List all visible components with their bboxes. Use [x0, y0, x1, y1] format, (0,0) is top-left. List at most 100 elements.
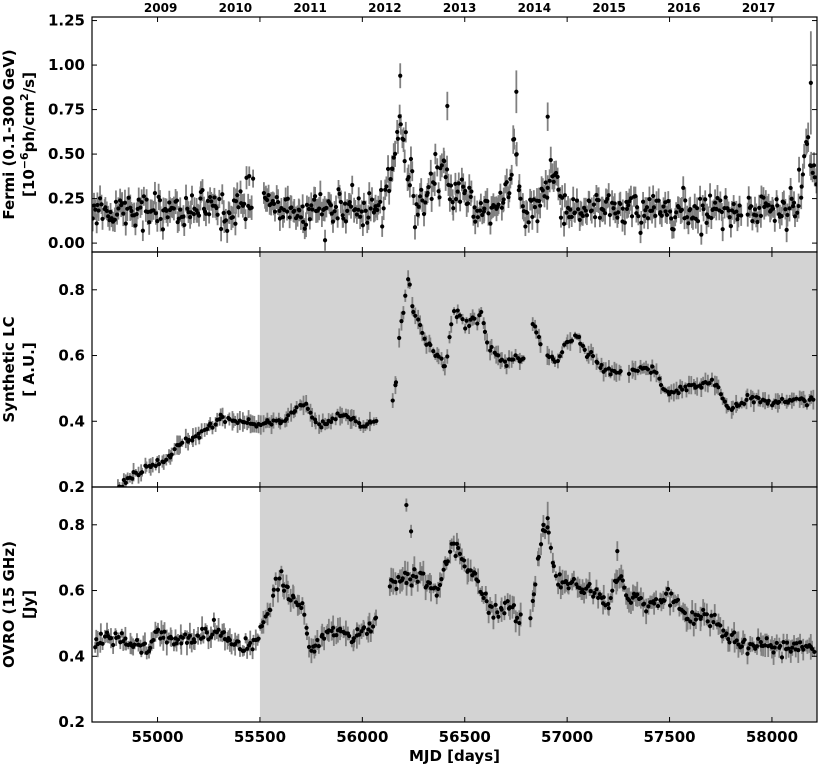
data-point-synthetic	[133, 470, 138, 475]
data-point-fermi	[583, 208, 588, 213]
data-point-fermi	[640, 199, 646, 204]
data-point-ovro	[655, 603, 661, 609]
data-point-fermi	[602, 211, 608, 216]
data-point-synthetic	[475, 321, 480, 326]
data-point-synthetic	[482, 329, 488, 335]
year-label: 2012	[368, 1, 401, 15]
year-label: 2011	[293, 1, 326, 15]
data-point-fermi	[178, 207, 183, 212]
data-point-synthetic	[538, 342, 543, 347]
data-point-ovro	[669, 591, 674, 596]
data-point-ovro	[357, 632, 362, 637]
data-point-synthetic	[222, 419, 228, 425]
y-tick-label-fermi: 0.50	[48, 145, 85, 163]
data-point-fermi	[136, 197, 141, 202]
data-point-ovro	[104, 630, 110, 635]
data-point-fermi	[381, 206, 386, 211]
data-point-synthetic	[477, 313, 482, 318]
data-point-fermi	[160, 227, 166, 232]
data-point-fermi	[453, 181, 458, 186]
data-point-synthetic	[532, 324, 538, 329]
data-point-fermi	[171, 206, 176, 211]
data-point-synthetic	[411, 309, 416, 315]
data-point-fermi	[709, 215, 714, 221]
data-point-fermi	[591, 202, 597, 207]
data-point-ovro	[102, 634, 108, 639]
data-point-ovro	[778, 643, 783, 649]
data-point-fermi	[532, 205, 538, 210]
data-point-fermi	[114, 212, 120, 217]
data-point-ovro	[515, 615, 520, 620]
data-point-ovro	[772, 645, 777, 650]
data-point-ovro	[581, 590, 587, 596]
data-point-ovro	[665, 586, 671, 592]
data-point-fermi	[745, 212, 750, 217]
data-point-ovro	[454, 541, 460, 546]
data-point-ovro	[545, 516, 550, 521]
data-point-ovro	[644, 609, 649, 614]
data-point-synthetic	[449, 322, 454, 327]
data-point-fermi	[191, 212, 196, 217]
data-point-fermi	[307, 217, 312, 222]
data-point-fermi	[543, 180, 548, 185]
data-point-ovro	[720, 634, 725, 639]
data-point-ovro	[698, 614, 704, 619]
data-point-fermi	[298, 215, 304, 220]
data-point-ovro	[373, 615, 379, 620]
data-point-ovro	[620, 578, 625, 583]
data-point-ovro	[268, 607, 273, 613]
data-point-fermi	[551, 179, 556, 184]
data-point-fermi	[804, 141, 810, 147]
data-point-fermi	[574, 198, 580, 203]
data-point-fermi	[401, 137, 406, 142]
data-point-fermi	[442, 159, 447, 164]
data-point-fermi	[517, 184, 522, 189]
data-point-synthetic	[333, 417, 338, 422]
data-point-ovro	[587, 581, 592, 587]
data-point-synthetic	[645, 367, 651, 372]
data-point-fermi	[558, 215, 564, 220]
data-point-synthetic	[217, 417, 222, 422]
data-point-synthetic	[365, 422, 370, 427]
data-point-fermi	[419, 187, 424, 192]
data-point-fermi	[580, 213, 585, 218]
data-point-fermi	[712, 200, 718, 205]
data-point-ovro	[784, 640, 790, 645]
data-point-synthetic	[357, 420, 362, 426]
data-point-fermi	[606, 193, 611, 198]
data-point-fermi	[164, 208, 169, 213]
data-point-fermi	[656, 198, 661, 203]
data-point-fermi	[445, 103, 450, 109]
data-point-fermi	[157, 198, 163, 203]
data-point-fermi	[295, 213, 300, 219]
data-point-fermi	[407, 183, 412, 188]
y-axis-label-exponent: −6	[18, 152, 31, 169]
data-point-ovro	[296, 602, 302, 607]
data-point-synthetic	[155, 457, 160, 463]
data-point-ovro	[111, 642, 116, 648]
data-point-fermi	[390, 166, 395, 171]
data-point-fermi	[507, 191, 512, 196]
data-point-fermi	[560, 195, 565, 200]
data-point-ovro	[410, 573, 416, 579]
data-point-ovro	[635, 592, 640, 597]
data-point-fermi	[182, 222, 187, 228]
data-point-fermi	[359, 209, 364, 214]
y-axis-label-unit: /s]	[20, 72, 38, 93]
data-point-ovro	[774, 640, 779, 646]
data-point-fermi	[596, 198, 601, 203]
data-point-fermi	[100, 216, 105, 222]
data-point-synthetic	[521, 356, 526, 361]
data-point-fermi	[138, 205, 143, 210]
data-point-ovro	[592, 590, 597, 596]
data-point-ovro	[788, 649, 793, 654]
data-point-ovro	[781, 640, 786, 645]
data-point-ovro	[489, 604, 494, 609]
data-point-fermi	[198, 196, 203, 201]
data-point-ovro	[370, 624, 376, 629]
data-point-ovro	[663, 591, 669, 596]
data-point-fermi	[686, 221, 691, 226]
data-point-ovro	[304, 625, 309, 630]
data-point-synthetic	[484, 340, 490, 345]
data-point-ovro	[285, 584, 290, 590]
